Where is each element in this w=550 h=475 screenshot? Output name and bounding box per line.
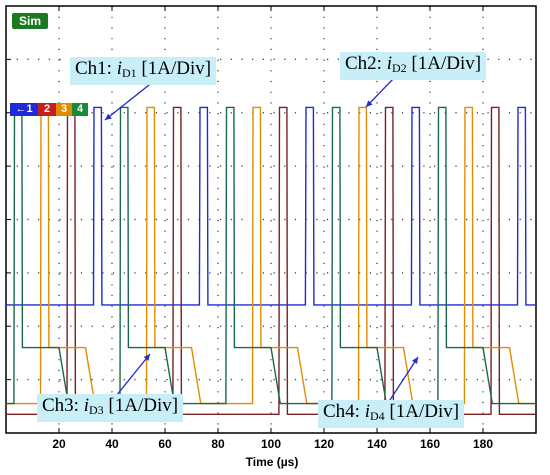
ch2-label: Ch2: iD2 [1A/Div] (340, 52, 487, 80)
series-ch3-line (6, 106, 536, 405)
channel-tab-1[interactable]: ←1 (10, 103, 38, 116)
label-arrows (104, 76, 419, 404)
ch1-label: Ch1: iD1 [1A/Div] (70, 57, 217, 85)
channel-tab-3[interactable]: 3 (56, 103, 72, 116)
ch4-label: Ch4: iD4 [1A/Div] (318, 400, 465, 428)
ch3-arrow (115, 353, 151, 397)
ch4-arrow-head (412, 357, 418, 364)
ch3-arrow-head (143, 354, 150, 361)
ch3-label: Ch3: iD3 [1A/Div] (37, 394, 184, 422)
arrow-left-icon: ← (15, 103, 27, 115)
x-tick-label: 80 (211, 437, 225, 451)
series-ch1-line (6, 106, 536, 306)
x-tick-label: 180 (473, 437, 493, 451)
ch4-arrow (387, 356, 419, 404)
ch1-arrow-head (105, 113, 112, 120)
x-axis-title: Time (µs) (246, 455, 299, 469)
x-tick-label: 60 (158, 437, 172, 451)
x-tick-label: 20 (52, 437, 66, 451)
ch2-arrow-head (366, 100, 373, 107)
grid (6, 6, 536, 433)
x-tick-label: 140 (367, 437, 387, 451)
x-tick-label: 100 (261, 437, 281, 451)
x-tick-label: 160 (420, 437, 440, 451)
sim-badge: Sim (12, 13, 48, 29)
x-ticks: 20 40 60 80 100 120 140 160 180 (52, 437, 493, 451)
channel-tab-2[interactable]: 2 (38, 103, 56, 116)
series-ch4-line (6, 106, 536, 405)
x-tick-label: 120 (314, 437, 334, 451)
ch1-arrow (104, 80, 155, 121)
ch2-arrow (365, 76, 396, 108)
x-tick-label: 40 (105, 437, 119, 451)
channel-tab-4[interactable]: 4 (72, 103, 88, 116)
